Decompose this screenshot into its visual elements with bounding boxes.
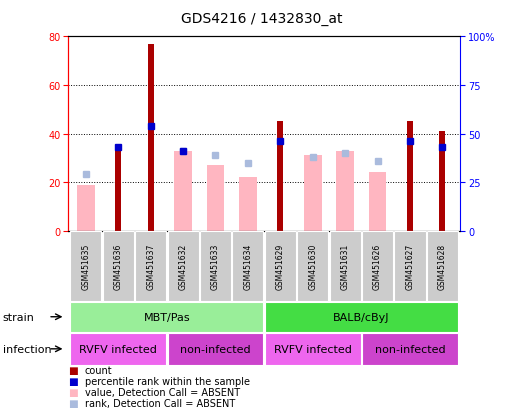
Bar — [369, 173, 386, 231]
Text: GSM451633: GSM451633 — [211, 243, 220, 290]
Bar — [77, 185, 95, 231]
Text: value, Detection Call = ABSENT: value, Detection Call = ABSENT — [85, 387, 240, 397]
Bar — [232, 231, 264, 301]
Text: non-infected: non-infected — [374, 344, 445, 354]
Bar — [304, 156, 322, 231]
Text: GSM451635: GSM451635 — [81, 243, 90, 290]
Text: ■: ■ — [68, 387, 78, 397]
Text: percentile rank within the sample: percentile rank within the sample — [85, 376, 249, 386]
Bar — [277, 122, 283, 231]
Bar — [407, 122, 413, 231]
Bar — [265, 302, 458, 332]
Bar — [70, 302, 264, 332]
Text: GSM451636: GSM451636 — [113, 243, 123, 290]
Text: RVFV infected: RVFV infected — [274, 344, 351, 354]
Bar — [70, 333, 166, 365]
Bar — [336, 151, 354, 231]
Text: MBT/Pas: MBT/Pas — [143, 312, 190, 322]
Text: ■: ■ — [68, 376, 78, 386]
Bar — [135, 231, 166, 301]
Text: ■: ■ — [68, 398, 78, 408]
Text: BALB/cByJ: BALB/cByJ — [333, 312, 390, 322]
Bar — [265, 333, 361, 365]
Text: GSM451629: GSM451629 — [276, 243, 285, 290]
Text: infection: infection — [3, 344, 51, 354]
Text: GSM451631: GSM451631 — [340, 243, 350, 290]
Bar — [329, 231, 361, 301]
Text: GSM451628: GSM451628 — [438, 243, 447, 290]
Text: ■: ■ — [68, 366, 78, 375]
Bar — [200, 231, 231, 301]
Text: count: count — [85, 366, 112, 375]
Bar — [439, 132, 445, 231]
Bar — [265, 231, 296, 301]
Bar — [174, 151, 192, 231]
Text: GSM451634: GSM451634 — [243, 243, 253, 290]
Bar — [115, 146, 121, 231]
Bar — [297, 231, 328, 301]
Bar — [103, 231, 134, 301]
Bar — [427, 231, 458, 301]
Text: GSM451626: GSM451626 — [373, 243, 382, 290]
Bar — [394, 231, 426, 301]
Bar — [167, 333, 264, 365]
Text: RVFV infected: RVFV infected — [79, 344, 157, 354]
Text: GDS4216 / 1432830_at: GDS4216 / 1432830_at — [181, 12, 342, 26]
Bar — [147, 45, 154, 231]
Bar — [239, 178, 257, 231]
Text: GSM451627: GSM451627 — [405, 243, 415, 290]
Text: rank, Detection Call = ABSENT: rank, Detection Call = ABSENT — [85, 398, 235, 408]
Text: GSM451630: GSM451630 — [308, 243, 317, 290]
Text: non-infected: non-infected — [180, 344, 251, 354]
Bar — [167, 231, 199, 301]
Bar — [362, 333, 458, 365]
Bar — [362, 231, 393, 301]
Text: GSM451632: GSM451632 — [178, 243, 188, 290]
Text: strain: strain — [3, 312, 35, 322]
Bar — [70, 231, 101, 301]
Text: GSM451637: GSM451637 — [146, 243, 155, 290]
Bar — [207, 166, 224, 231]
